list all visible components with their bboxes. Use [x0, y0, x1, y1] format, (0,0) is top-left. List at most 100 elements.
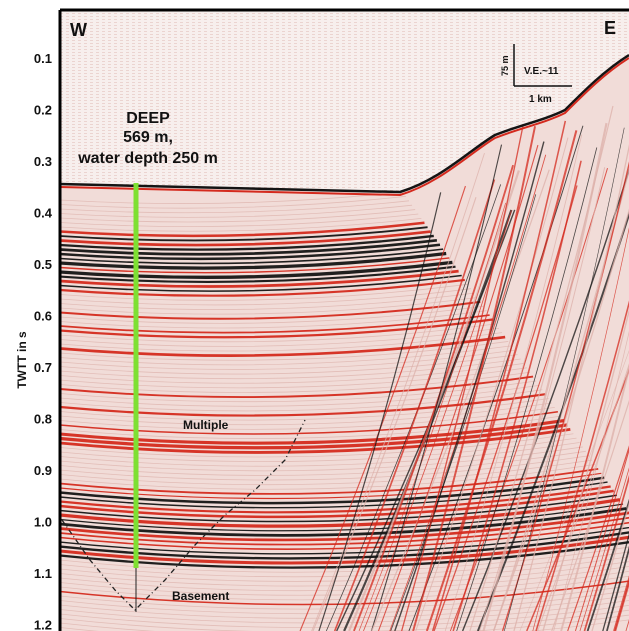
y-tick-label: 0.2 [34, 103, 52, 118]
reflector [60, 278, 465, 297]
slope-reflector [493, 167, 629, 631]
reflector [60, 213, 419, 228]
slope-reflector [390, 194, 537, 631]
y-tick-label: 0.5 [34, 257, 52, 272]
slope-reflector [553, 330, 629, 631]
slope-reflector [479, 167, 606, 631]
multiple-label: Multiple [183, 418, 229, 432]
reflector [60, 609, 629, 631]
sea-floor [60, 53, 629, 194]
slope-reflector [370, 144, 503, 631]
reflector [60, 358, 521, 380]
slope-reflector [574, 448, 629, 631]
slope-reflectors [299, 105, 629, 631]
slope-reflector [401, 124, 524, 631]
reflector [60, 411, 559, 435]
y-tick-label: 0.9 [34, 463, 52, 478]
reflector [60, 200, 409, 214]
reflector [60, 323, 496, 343]
reflector [60, 556, 629, 582]
reflector [60, 367, 527, 389]
reflector [60, 446, 583, 472]
reflector [60, 389, 543, 412]
slope-reflector [542, 308, 629, 631]
reflector [60, 305, 484, 324]
reflector [60, 283, 468, 301]
slope-reflector [394, 141, 545, 631]
slope-reflector [377, 144, 539, 631]
reflector [60, 292, 475, 310]
reflector [60, 363, 524, 384]
y-tick-label: 1.2 [34, 618, 52, 631]
reflector [60, 619, 629, 631]
slope-reflector [606, 545, 629, 631]
reflector [60, 398, 549, 421]
y-axis-title-box: TWTT in s [2, 300, 42, 420]
slope-reflector [449, 167, 609, 631]
reflector [60, 257, 450, 274]
slope-reflector [444, 134, 583, 631]
slope-reflector [299, 185, 466, 631]
slope-reflector [591, 501, 629, 631]
reflector [60, 217, 422, 232]
reflector [60, 546, 629, 573]
reflector [60, 384, 540, 407]
reflector [60, 427, 571, 454]
reflector [60, 375, 534, 399]
reflector [60, 269, 459, 288]
y-axis-title: TWTT in s [15, 331, 29, 389]
reflector [60, 580, 629, 606]
scale-ve: V.E.~11 [524, 66, 559, 77]
reflector [60, 314, 490, 334]
slope-reflector [586, 498, 629, 631]
y-tick-label: 0.8 [34, 412, 52, 427]
y-axis-ticks: 0.1 0.2 0.3 0.4 0.5 0.6 0.7 0.8 0.9 1.0 1.1 1.2 [34, 51, 53, 631]
y-tick-label: 0.4 [34, 206, 53, 221]
reflector [60, 415, 562, 439]
slope-reflector [579, 467, 629, 631]
west-label: W [70, 20, 87, 40]
reflector [60, 230, 431, 247]
slope-reflector [318, 192, 442, 631]
slope-reflector [519, 350, 629, 631]
slope-reflector [513, 144, 629, 631]
reflector [60, 234, 434, 251]
basement-label: Basement [172, 589, 229, 603]
slope-reflector [433, 185, 578, 631]
reflector [60, 310, 487, 329]
reflector [60, 341, 509, 361]
water-depth: water depth 250 m [77, 150, 218, 167]
slope-reflector [408, 125, 584, 631]
y-tick-label: 1.1 [34, 566, 52, 581]
slope-reflector [452, 160, 582, 631]
reflector [60, 437, 577, 463]
reflector [60, 531, 629, 560]
slope-reflector [526, 368, 629, 631]
reflector [60, 335, 506, 357]
slope-reflector [602, 532, 629, 631]
slope-reflector [415, 137, 569, 631]
reflector [60, 226, 428, 242]
reflector [60, 195, 406, 209]
y-tick-label: 0.7 [34, 360, 52, 375]
scale-vertical: 75 m [500, 55, 510, 76]
reflector [60, 251, 447, 270]
reflector [60, 393, 546, 417]
slope-reflector [532, 227, 629, 631]
y-tick-label: 0.6 [34, 309, 52, 324]
slope-reflector [501, 161, 629, 631]
reflector [60, 402, 552, 426]
reflector [60, 455, 589, 481]
reflector [60, 442, 580, 467]
reflector [60, 433, 574, 458]
reflector [60, 423, 568, 450]
scale-horizontal: 1 km [529, 94, 552, 105]
slope-reflector [456, 147, 598, 631]
slope-reflector [583, 474, 629, 631]
slope-reflector [535, 300, 629, 631]
slope-reflector [461, 168, 629, 631]
slope-reflector [560, 364, 629, 631]
reflector [60, 450, 586, 476]
y-tick-label: 0.1 [34, 51, 52, 66]
